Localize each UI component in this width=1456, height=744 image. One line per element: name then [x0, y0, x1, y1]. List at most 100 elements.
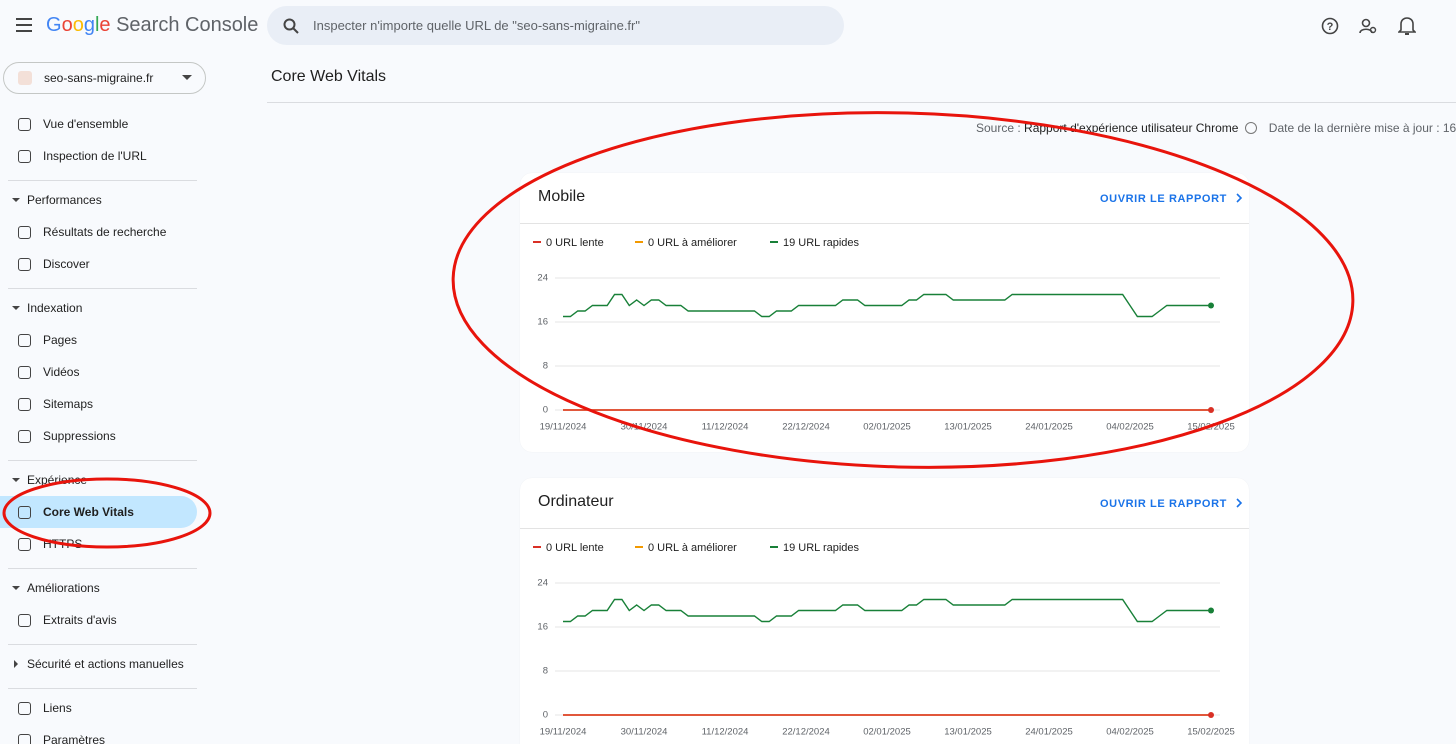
x-tick-label: 04/02/2025	[1106, 727, 1154, 738]
source-label: Source :	[976, 121, 1021, 135]
section-toggle[interactable]	[12, 584, 20, 592]
nav-icon	[18, 226, 31, 239]
y-tick-label: 24	[537, 273, 548, 284]
nav-section-title[interactable]: Indexation	[27, 301, 83, 315]
end-point	[1208, 302, 1214, 309]
nav-item[interactable]: Sitemaps	[43, 397, 94, 411]
end-point	[1208, 407, 1214, 413]
report-card: Ordinateur OUVRIR LE RAPPORT 0 URL lente 0 …	[520, 478, 1249, 744]
users-icon[interactable]	[1359, 17, 1377, 35]
x-tick-label: 15/02/2025	[1187, 422, 1235, 433]
end-point	[1208, 607, 1214, 614]
y-tick-label: 16	[537, 622, 548, 633]
nav-item[interactable]: Discover	[43, 257, 90, 271]
x-tick-label: 04/02/2025	[1106, 422, 1154, 433]
legend-swatch	[770, 546, 778, 548]
card-rule	[520, 528, 1249, 529]
x-tick-label: 30/11/2024	[621, 422, 668, 433]
nav-section-title[interactable]: Sécurité et actions manuelles	[27, 657, 184, 671]
nav-section-title[interactable]: Améliorations	[27, 581, 100, 595]
legend-entry[interactable]: 0 URL à améliorer	[635, 542, 737, 554]
x-tick-label: 19/11/2024	[540, 422, 587, 433]
nav-item[interactable]: Vue d'ensemble	[43, 117, 129, 131]
nav-divider	[8, 460, 197, 461]
x-tick-label: 13/01/2025	[944, 422, 992, 433]
x-tick-label: 22/12/2024	[782, 422, 830, 433]
nav-icon	[18, 734, 31, 744]
x-tick-label: 22/12/2024	[782, 727, 830, 738]
x-tick-label: 11/12/2024	[702, 727, 749, 738]
nav-item[interactable]: Liens	[43, 701, 72, 715]
top-bar: Google Search Console Inspecter n'import…	[0, 0, 1456, 52]
legend-label: 19 URL rapides	[783, 542, 860, 554]
nav-divider	[8, 688, 197, 689]
section-toggle[interactable]	[12, 660, 20, 668]
open-report-link[interactable]: OUVRIR LE RAPPORT	[1100, 498, 1243, 510]
legend-swatch	[533, 546, 541, 548]
card-title: Ordinateur	[538, 493, 614, 510]
chart: 0 8 16 24 19/11/2024 30/11/2024 11/12/2024 22/1…	[537, 578, 1235, 738]
menu-icon[interactable]	[16, 18, 32, 32]
legend-entry[interactable]: 0 URL lente	[533, 542, 604, 554]
nav-icon	[18, 366, 31, 379]
y-tick-label: 8	[543, 666, 548, 677]
nav-item[interactable]: Résultats de recherche	[43, 225, 167, 239]
property-name: seo-sans-migraine.fr	[44, 71, 154, 85]
product-logo[interactable]: Google Search Console	[46, 14, 259, 36]
nav-item[interactable]: Pages	[43, 333, 78, 347]
nav-icon	[18, 258, 31, 271]
series-line	[563, 598, 1211, 623]
nav-section-title[interactable]: Performances	[27, 193, 102, 207]
legend-entry[interactable]: 19 URL rapides	[770, 542, 859, 554]
nav-divider	[8, 180, 197, 181]
legend-swatch	[635, 546, 643, 548]
help-icon[interactable]: ?	[1321, 17, 1339, 35]
source-line: Source : Rapport d'expérience utilisateu…	[976, 121, 1456, 135]
update-date: Date de la dernière mise à jour : 16/	[1268, 121, 1456, 135]
toggle-arrow	[12, 198, 20, 202]
nav-item[interactable]: Extraits d'avis	[43, 613, 117, 627]
y-tick-label: 8	[543, 361, 548, 372]
nav-item[interactable]: Core Web Vitals	[43, 505, 134, 519]
nav-icon	[18, 430, 31, 443]
nav-section-title[interactable]: Expérience	[27, 473, 88, 487]
section-toggle[interactable]	[12, 476, 20, 484]
source-value[interactable]: Rapport d'expérience utilisateur Chrome	[1024, 121, 1239, 135]
nav-icon	[18, 334, 31, 347]
nav-divider	[8, 568, 197, 569]
x-tick-label: 02/01/2025	[863, 422, 911, 433]
property-selector[interactable]: seo-sans-migraine.fr	[3, 62, 206, 94]
property-favicon	[18, 71, 32, 85]
toggle-arrow	[12, 478, 20, 482]
sidebar: seo-sans-migraine.fr Vue d'ensemble Inspe…	[0, 0, 210, 744]
nav-item[interactable]: Suppressions	[43, 429, 116, 443]
x-tick-label: 15/02/2025	[1187, 727, 1235, 738]
x-tick-label: 24/01/2025	[1025, 727, 1073, 738]
x-tick-label: 24/01/2025	[1025, 422, 1073, 433]
y-tick-label: 24	[537, 578, 548, 589]
dropdown-arrow	[182, 75, 192, 80]
section-toggle[interactable]	[12, 196, 20, 204]
toggle-arrow	[14, 660, 18, 668]
nav-icon	[18, 150, 31, 163]
search-bar[interactable]: Inspecter n'importe quelle URL de "seo-s…	[267, 6, 844, 45]
nav-item[interactable]: Inspection de l'URL	[43, 149, 147, 163]
series-line	[563, 293, 1211, 318]
legend-label: 0 URL lente	[546, 542, 604, 554]
nav-icon	[18, 614, 31, 627]
x-tick-label: 30/11/2024	[621, 727, 668, 738]
x-tick-label: 13/01/2025	[944, 727, 992, 738]
nav-item[interactable]: Paramètres	[43, 733, 106, 744]
nav-item[interactable]: Vidéos	[43, 365, 80, 379]
section-toggle[interactable]	[12, 304, 20, 312]
end-point	[1208, 712, 1214, 718]
search-placeholder: Inspecter n'importe quelle URL de "seo-s…	[313, 18, 640, 33]
nav-icon	[18, 506, 31, 519]
nav-divider	[8, 644, 197, 645]
y-tick-label: 0	[543, 710, 548, 721]
info-icon[interactable]	[1244, 122, 1257, 134]
notifications-icon[interactable]	[1398, 16, 1416, 36]
y-tick-label: 16	[537, 317, 548, 328]
nav-item[interactable]: HTTPS	[43, 537, 83, 551]
